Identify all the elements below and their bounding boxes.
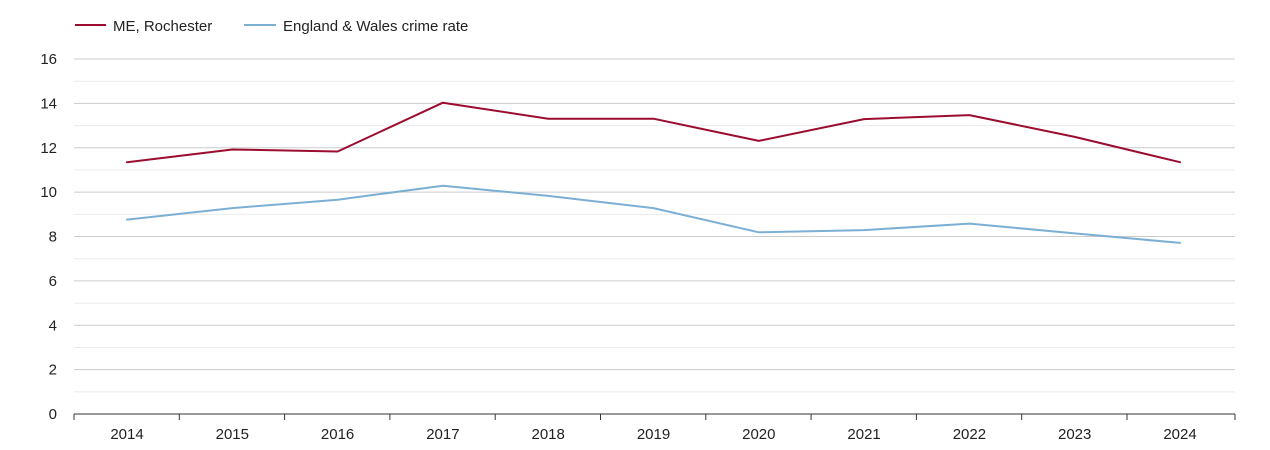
y-tick-label: 12 (40, 140, 57, 157)
y-tick-label: 16 (40, 51, 57, 68)
y-tick-label: 8 (49, 229, 57, 246)
legend: ME, Rochester England & Wales crime rate (75, 18, 468, 35)
y-tick-label: 6 (49, 273, 57, 290)
x-tick-label: 2014 (110, 426, 143, 443)
x-tick-label: 2022 (953, 426, 986, 443)
x-tick-label: 2024 (1163, 426, 1196, 443)
legend-label-england-wales: England & Wales crime rate (283, 18, 468, 35)
x-tick-label: 2021 (847, 426, 880, 443)
x-tick-label: 2020 (742, 426, 775, 443)
x-tick-label: 2017 (426, 426, 459, 443)
y-tick-label: 10 (40, 184, 57, 201)
x-tick-label: 2018 (532, 426, 565, 443)
series-line-england-wales-crime-rate (126, 184, 1181, 244)
y-tick-label: 2 (49, 362, 57, 379)
y-tick-label: 14 (40, 95, 57, 112)
x-tick-label: 2023 (1058, 426, 1091, 443)
series-layer (126, 101, 1181, 244)
series-line-me-rochester (126, 101, 1181, 164)
y-tick-label: 0 (49, 406, 57, 423)
gridlines (74, 58, 1235, 393)
x-axis-ticks: 2014 2015 2016 2017 2018 2019 2020 2021 2022 2023… (73, 414, 1236, 443)
y-axis-ticks: 0 2 4 6 8 10 12 14 16 (40, 51, 57, 423)
y-tick-label: 4 (49, 317, 57, 334)
legend-label-me-rochester: ME, Rochester (113, 18, 212, 35)
x-tick-label: 2015 (216, 426, 249, 443)
x-tick-label: 2016 (321, 426, 354, 443)
x-tick-label: 2019 (637, 426, 670, 443)
